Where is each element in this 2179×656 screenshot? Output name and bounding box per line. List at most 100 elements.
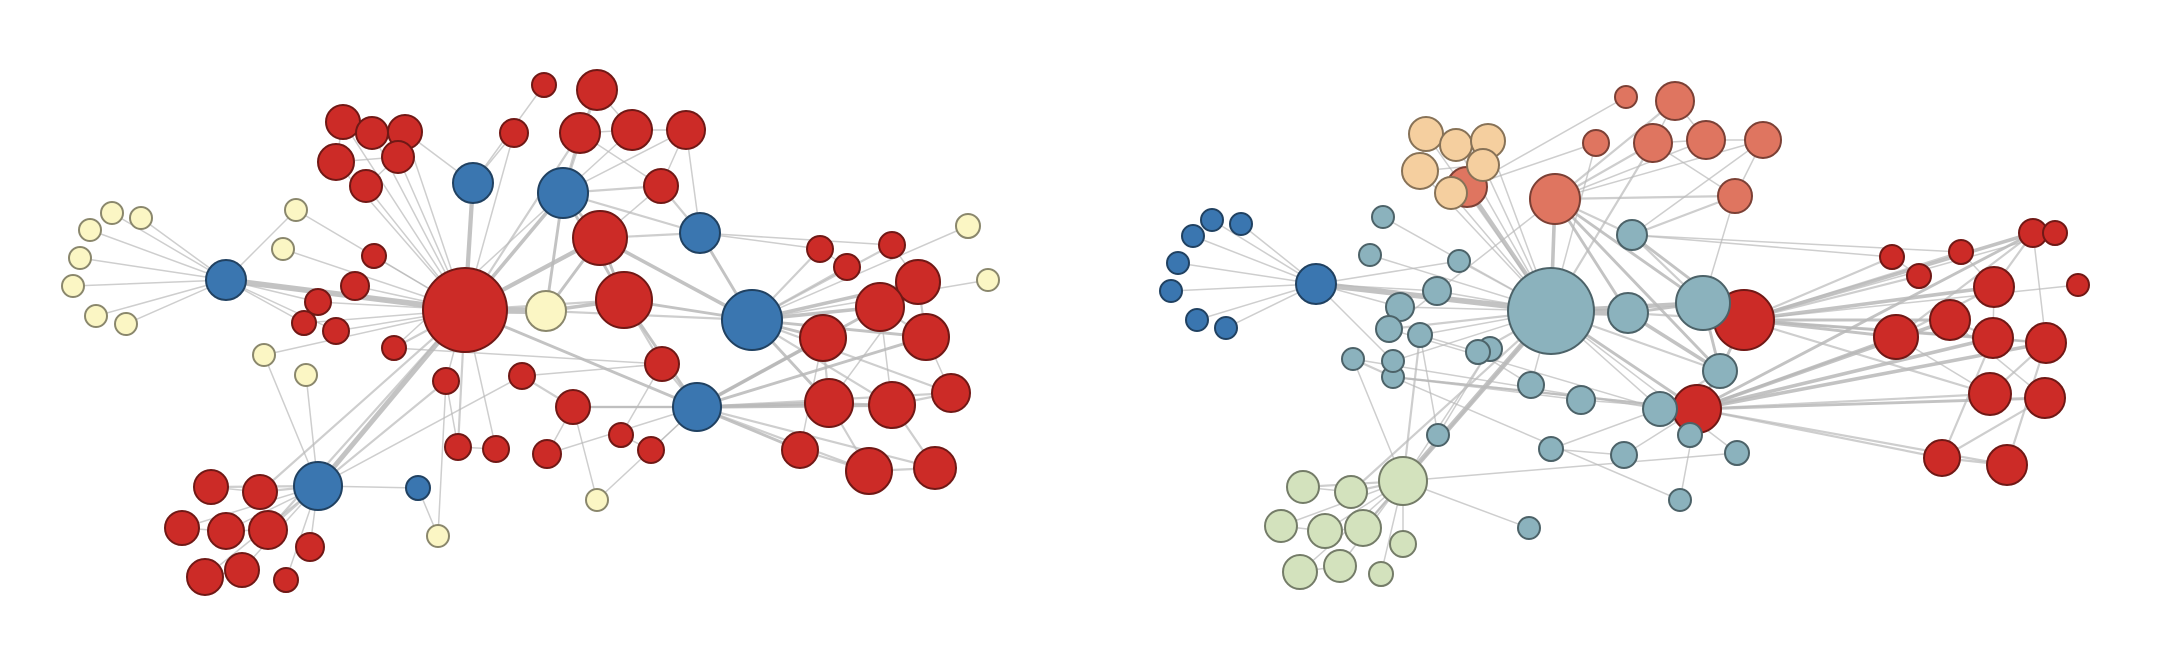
node-red — [2024, 377, 2066, 419]
node-peach — [1466, 148, 1500, 182]
node-red — [1879, 244, 1905, 270]
node-pale-yellow — [100, 201, 124, 225]
node-red — [381, 335, 407, 361]
edge — [750, 318, 953, 395]
node-red — [340, 271, 370, 301]
edge — [1743, 284, 2079, 321]
edge — [1554, 139, 1764, 200]
node-sage — [1282, 554, 1318, 590]
node-red — [304, 288, 332, 316]
node-red — [325, 104, 361, 140]
node-red — [1968, 372, 2012, 416]
node-teal — [1538, 436, 1564, 462]
node-red — [186, 558, 224, 596]
edge — [1940, 336, 1995, 460]
node-blue — [293, 461, 343, 511]
node-salmon — [1529, 173, 1581, 225]
node-blue — [1166, 251, 1190, 275]
node-red — [242, 474, 278, 510]
node-red — [1986, 444, 2028, 486]
node-teal — [1407, 322, 1433, 348]
edge — [1631, 234, 1962, 253]
edge — [1631, 234, 1893, 258]
edge — [544, 309, 754, 322]
edge — [695, 335, 928, 409]
node-teal — [1371, 205, 1395, 229]
node-red — [193, 469, 229, 505]
edge — [695, 405, 871, 473]
node-pale-yellow — [114, 312, 138, 336]
node-red — [644, 346, 680, 382]
node-red — [295, 532, 325, 562]
node-pale-yellow — [976, 268, 1000, 292]
edge — [1388, 198, 1556, 330]
node-red — [806, 235, 834, 263]
node-sage — [1368, 561, 1394, 587]
node-red — [845, 447, 893, 495]
node-red — [248, 510, 288, 550]
node-teal — [1507, 267, 1595, 355]
node-red — [432, 367, 460, 395]
node-teal — [1381, 349, 1405, 373]
edge — [1192, 235, 1317, 285]
node-salmon — [1614, 85, 1638, 109]
node-red — [444, 433, 472, 461]
edge — [1553, 197, 1705, 305]
edge — [1177, 262, 1317, 285]
node-red — [317, 143, 355, 181]
node-blue — [1181, 224, 1205, 248]
node-red — [207, 512, 245, 550]
edge — [1550, 408, 1661, 450]
node-blue — [1185, 308, 1209, 332]
node-red — [799, 314, 847, 362]
node-red — [833, 253, 861, 281]
node-red — [2066, 273, 2090, 297]
node-blue — [1200, 208, 1224, 232]
node-red — [508, 362, 536, 390]
node-red — [2025, 322, 2067, 364]
node-red — [572, 210, 628, 266]
edge — [1553, 197, 1722, 373]
edge — [751, 225, 969, 321]
node-red — [576, 69, 618, 111]
edge — [72, 279, 227, 287]
node-peach — [1401, 152, 1439, 190]
node-red — [608, 422, 634, 448]
edge — [1742, 285, 1996, 322]
node-teal — [1517, 516, 1541, 540]
edge — [95, 279, 227, 317]
node-pale-yellow — [585, 488, 609, 512]
edge — [1392, 376, 1582, 401]
node-blue — [1229, 212, 1253, 236]
node-teal — [1358, 243, 1382, 267]
node-pale-yellow — [78, 218, 102, 242]
edge — [1742, 231, 2035, 322]
node-sage — [1378, 456, 1428, 506]
network-left — [61, 69, 1000, 596]
edge — [1695, 392, 1992, 411]
node-red — [895, 259, 941, 305]
edge — [521, 363, 663, 377]
edge — [699, 232, 893, 246]
node-blue — [721, 289, 783, 351]
node-red — [637, 436, 665, 464]
node-sage — [1334, 475, 1368, 509]
edge — [437, 380, 447, 537]
node-blue — [405, 475, 431, 501]
edge — [89, 229, 227, 281]
node-pale-yellow — [84, 304, 108, 328]
node-teal — [1341, 347, 1365, 371]
edge — [1742, 318, 1992, 396]
edge — [1392, 376, 1681, 501]
node-pale-yellow — [284, 198, 308, 222]
node-red — [931, 373, 971, 413]
edge — [695, 405, 937, 470]
node-teal — [1675, 275, 1731, 331]
left-nodes — [61, 69, 1000, 596]
node-red — [855, 282, 905, 332]
node-red — [422, 267, 508, 353]
node-teal — [1616, 219, 1648, 251]
edge — [1402, 348, 1491, 482]
edge — [1388, 328, 1661, 410]
node-sage — [1389, 530, 1417, 558]
